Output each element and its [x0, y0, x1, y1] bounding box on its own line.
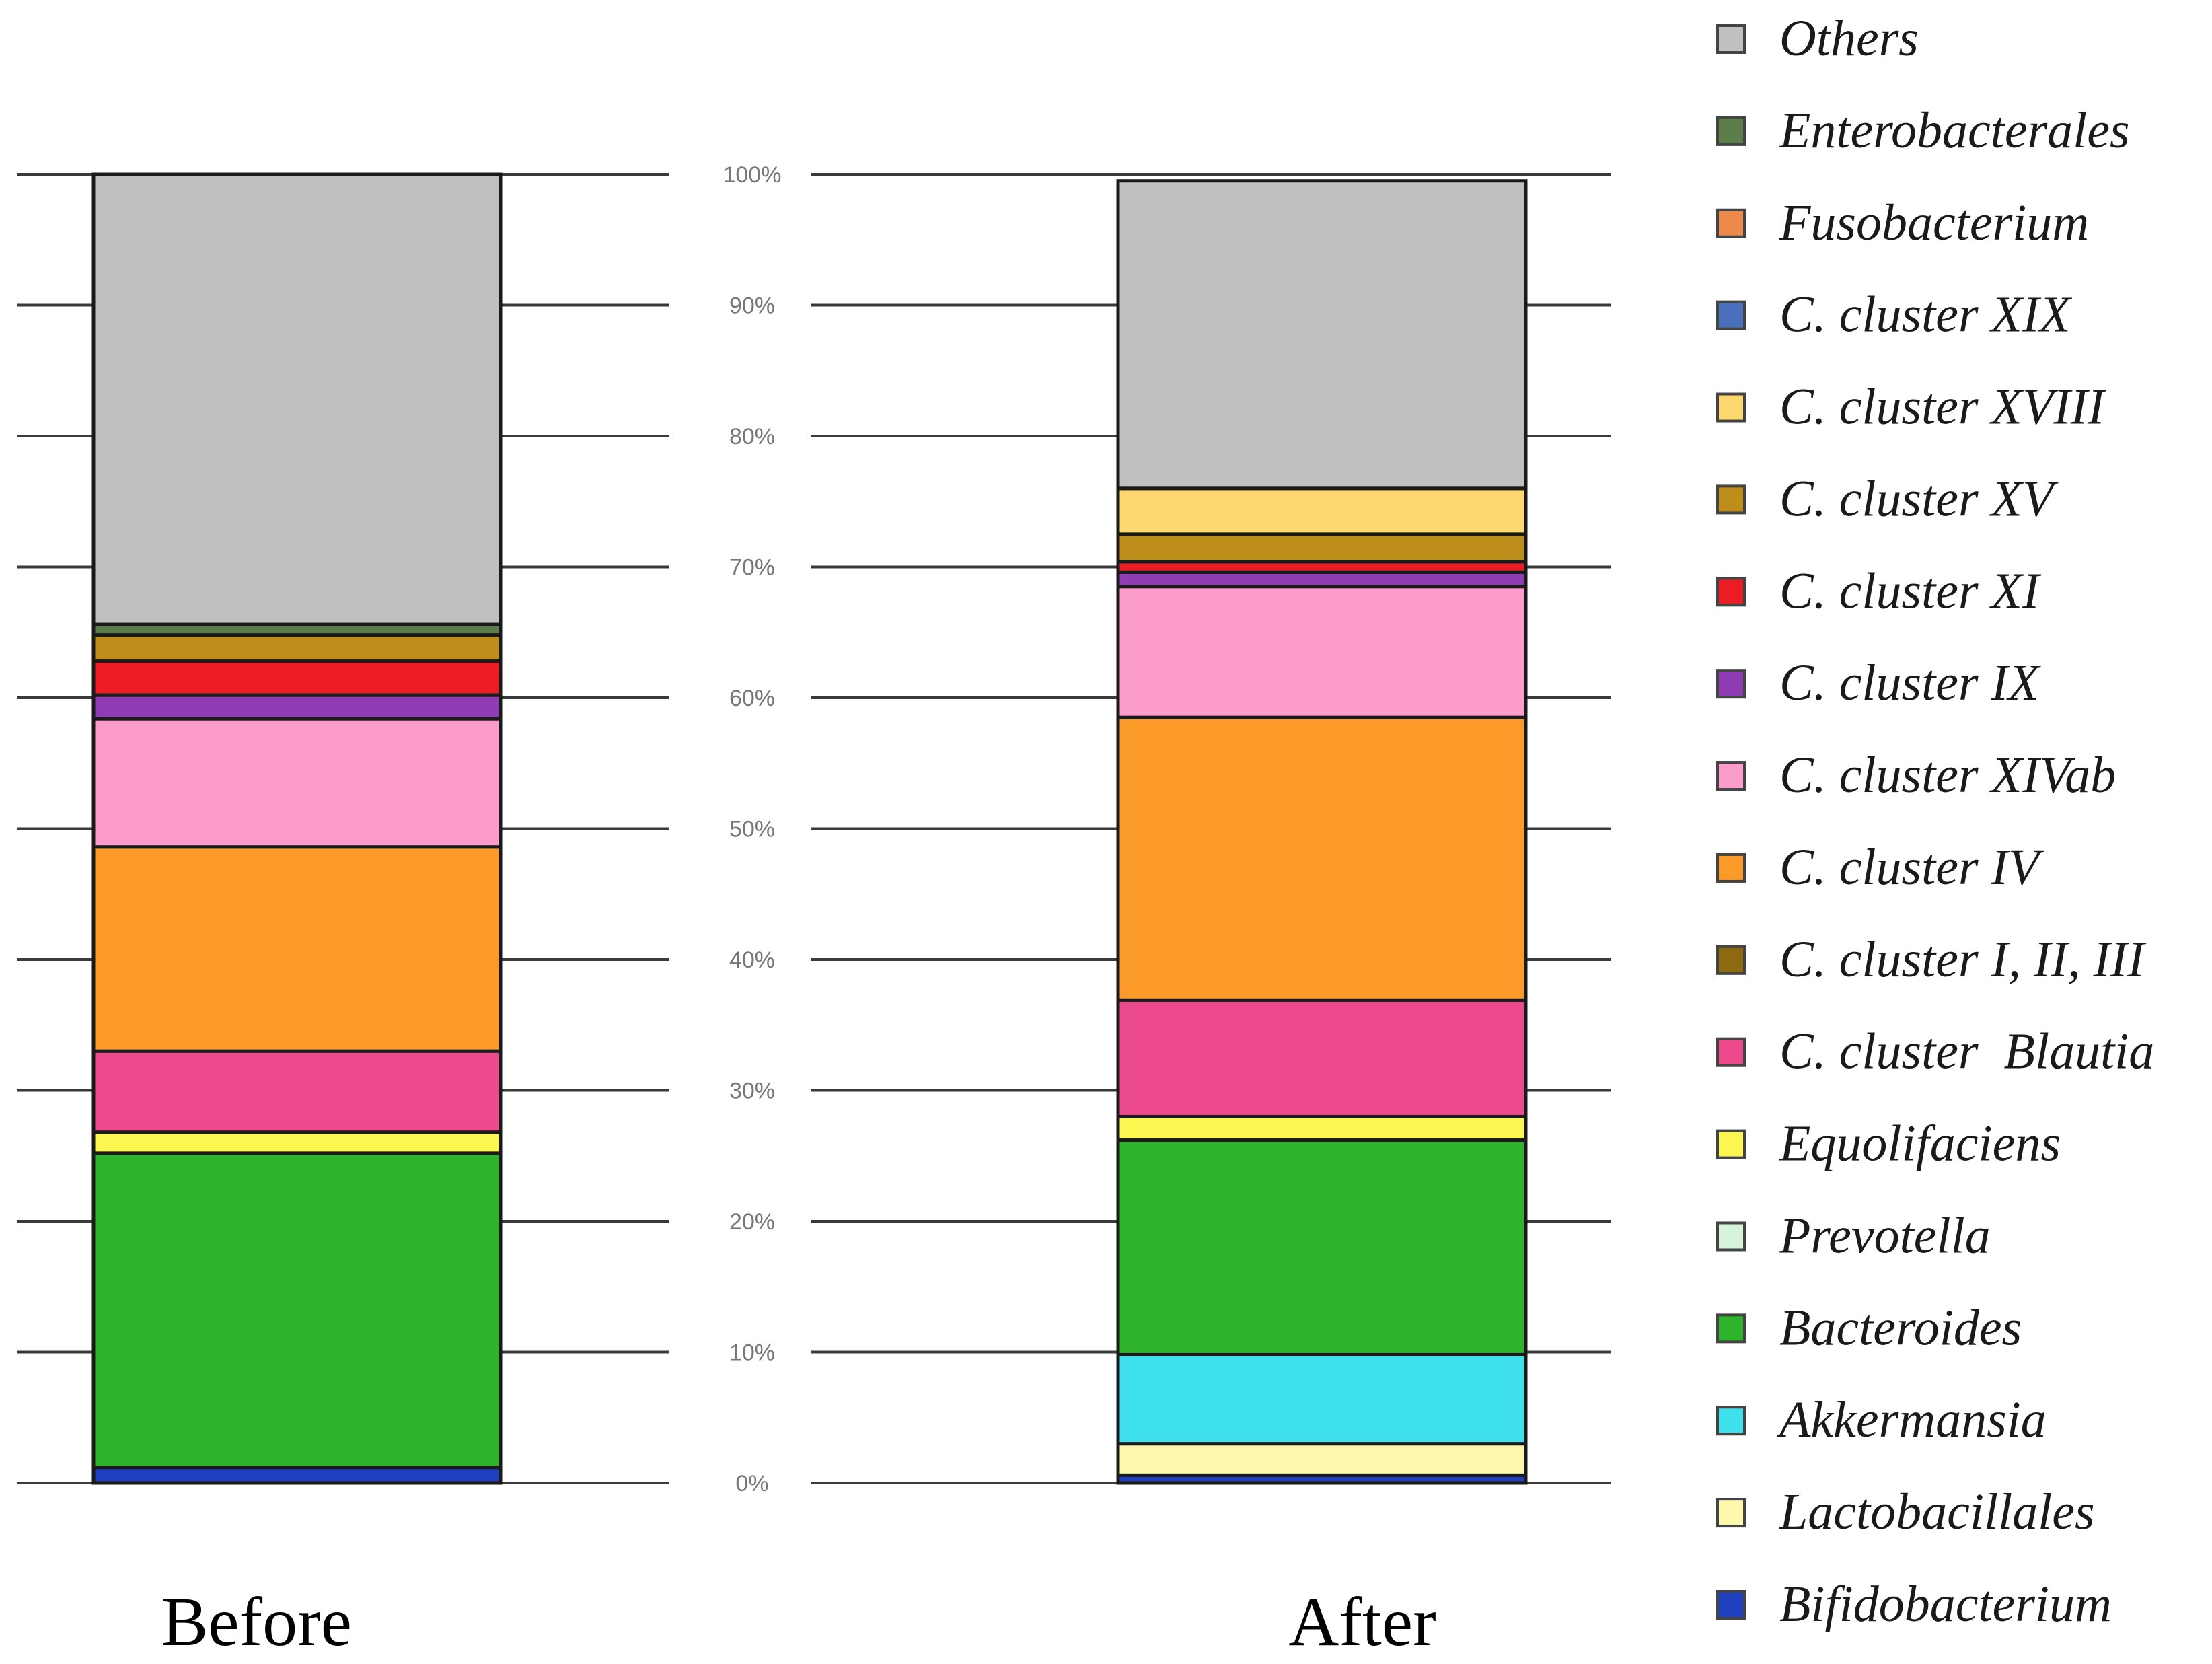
- bar-segment-before-c-cluster-xivab: [91, 717, 503, 849]
- bar-segment-before-c-cluster-iv: [91, 845, 503, 1053]
- y-tick-label-60: 60%: [729, 686, 775, 711]
- legend-swatch-bifidobacterium: [1716, 1590, 1746, 1620]
- bar-segment-after-c-cluster-xv: [1116, 532, 1528, 564]
- legend-label-c-cluster-xi: C. cluster XI: [1779, 563, 2042, 619]
- bar-segment-after-others: [1116, 179, 1528, 491]
- legend-swatch-c-cluster-xviii: [1716, 392, 1746, 423]
- legend-swatch-equolifaciens: [1716, 1129, 1746, 1159]
- legend-label-fusobacterium: Fusobacterium: [1779, 194, 2089, 251]
- legend-swatch-others: [1716, 24, 1746, 54]
- legend-swatch-c-cluster-xv: [1716, 484, 1746, 515]
- bar-segment-after-c-cluster-xviii: [1116, 486, 1528, 536]
- legend-swatch-c-cluster-iv: [1716, 853, 1746, 883]
- bar-segment-after-c-cluster-xivab: [1116, 585, 1528, 719]
- legend-swatch-enterobacterales: [1716, 116, 1746, 146]
- bar-segment-before-c-cluster-ix: [91, 693, 503, 721]
- legend-swatch-lactobacillales: [1716, 1498, 1746, 1528]
- legend-label-prevotella: Prevotella: [1779, 1207, 1991, 1264]
- legend-swatch-c-cluster-i-ii-iii: [1716, 945, 1746, 975]
- bar-segment-before-c-cluster-blautia: [91, 1049, 503, 1134]
- legend: Others Enterobacterales Fusobacterium C. cl…: [1716, 10, 2154, 1632]
- bar-segment-before-bacteroides: [91, 1151, 503, 1470]
- bar-segment-after-c-cluster-iv: [1116, 715, 1528, 1002]
- legend-label-c-cluster-xivab: C. cluster XIVab: [1779, 747, 2116, 803]
- legend-label-c-cluster-xv: C. cluster XV: [1779, 470, 2059, 527]
- bar-segment-before-others: [91, 172, 503, 626]
- legend-label-bacteroides: Bacteroides: [1779, 1299, 2022, 1356]
- bar-segment-after-akkermansia: [1116, 1352, 1528, 1446]
- y-tick-label-80: 80%: [729, 424, 775, 449]
- legend-label-c-cluster-blautia: C. cluster Blautia: [1779, 1023, 2154, 1080]
- legend-label-c-cluster-iv: C. cluster IV: [1779, 839, 2044, 896]
- y-tick-label-50: 50%: [729, 817, 775, 842]
- legend-label-c-cluster-xix: C. cluster XIX: [1779, 287, 2072, 343]
- legend-swatch-prevotella: [1716, 1221, 1746, 1252]
- legend-label-enterobacterales: Enterobacterales: [1779, 102, 2130, 159]
- legend-swatch-c-cluster-xi: [1716, 577, 1746, 607]
- y-axis-tick-labels: 0% 10% 20% 30% 40% 50% 60% 70% 80% 90% 100%: [723, 162, 782, 1496]
- bar-segment-after-c-cluster-blautia: [1116, 998, 1528, 1118]
- bars: [91, 172, 1528, 1485]
- bar-segment-before-c-cluster-xv: [91, 633, 503, 663]
- bar-segment-after-c-cluster-ix: [1116, 570, 1528, 589]
- legend-swatch-c-cluster-blautia: [1716, 1037, 1746, 1067]
- legend-swatch-c-cluster-xivab: [1716, 761, 1746, 791]
- legend-swatch-bacteroides: [1716, 1313, 1746, 1344]
- category-label-after: After: [1288, 1583, 1436, 1661]
- y-tick-label-70: 70%: [729, 555, 775, 581]
- y-tick-label-90: 90%: [729, 293, 775, 319]
- y-tick-label-30: 30%: [729, 1079, 775, 1104]
- legend-label-equolifaciens: Equolifaciens: [1779, 1116, 2061, 1172]
- legend-label-bifidobacterium: Bifidobacterium: [1779, 1576, 2112, 1632]
- legend-swatch-akkermansia: [1716, 1406, 1746, 1436]
- y-tick-label-100: 100%: [723, 162, 782, 188]
- y-tick-label-10: 10%: [729, 1340, 775, 1366]
- legend-label-c-cluster-i-ii-iii: C. cluster I, II, III: [1779, 931, 2147, 988]
- y-tick-label-40: 40%: [729, 947, 775, 973]
- legend-swatch-c-cluster-xix: [1716, 300, 1746, 330]
- legend-swatch-c-cluster-ix: [1716, 669, 1746, 699]
- legend-label-others: Others: [1779, 10, 1919, 67]
- legend-label-c-cluster-xviii: C. cluster XVIII: [1779, 379, 2107, 435]
- legend-label-lactobacillales: Lactobacillales: [1779, 1484, 2095, 1540]
- category-label-before: Before: [161, 1583, 352, 1661]
- bar-segment-after-bacteroides: [1116, 1138, 1528, 1356]
- bar-segment-before-equolifaciens: [91, 1130, 503, 1155]
- bar-segment-after-equolifaciens: [1116, 1114, 1528, 1142]
- bar-segment-before-bifidobacterium: [91, 1466, 503, 1485]
- legend-label-akkermansia: Akkermansia: [1776, 1391, 2047, 1448]
- y-tick-label-0: 0%: [735, 1471, 768, 1496]
- bar-segment-before-c-cluster-xi: [91, 659, 503, 697]
- category-labels: Before After: [161, 1583, 1436, 1661]
- legend-label-c-cluster-ix: C. cluster IX: [1779, 655, 2041, 711]
- legend-swatch-fusobacterium: [1716, 208, 1746, 238]
- bar-segment-after-lactobacillales: [1116, 1442, 1528, 1477]
- y-tick-label-20: 20%: [729, 1209, 775, 1235]
